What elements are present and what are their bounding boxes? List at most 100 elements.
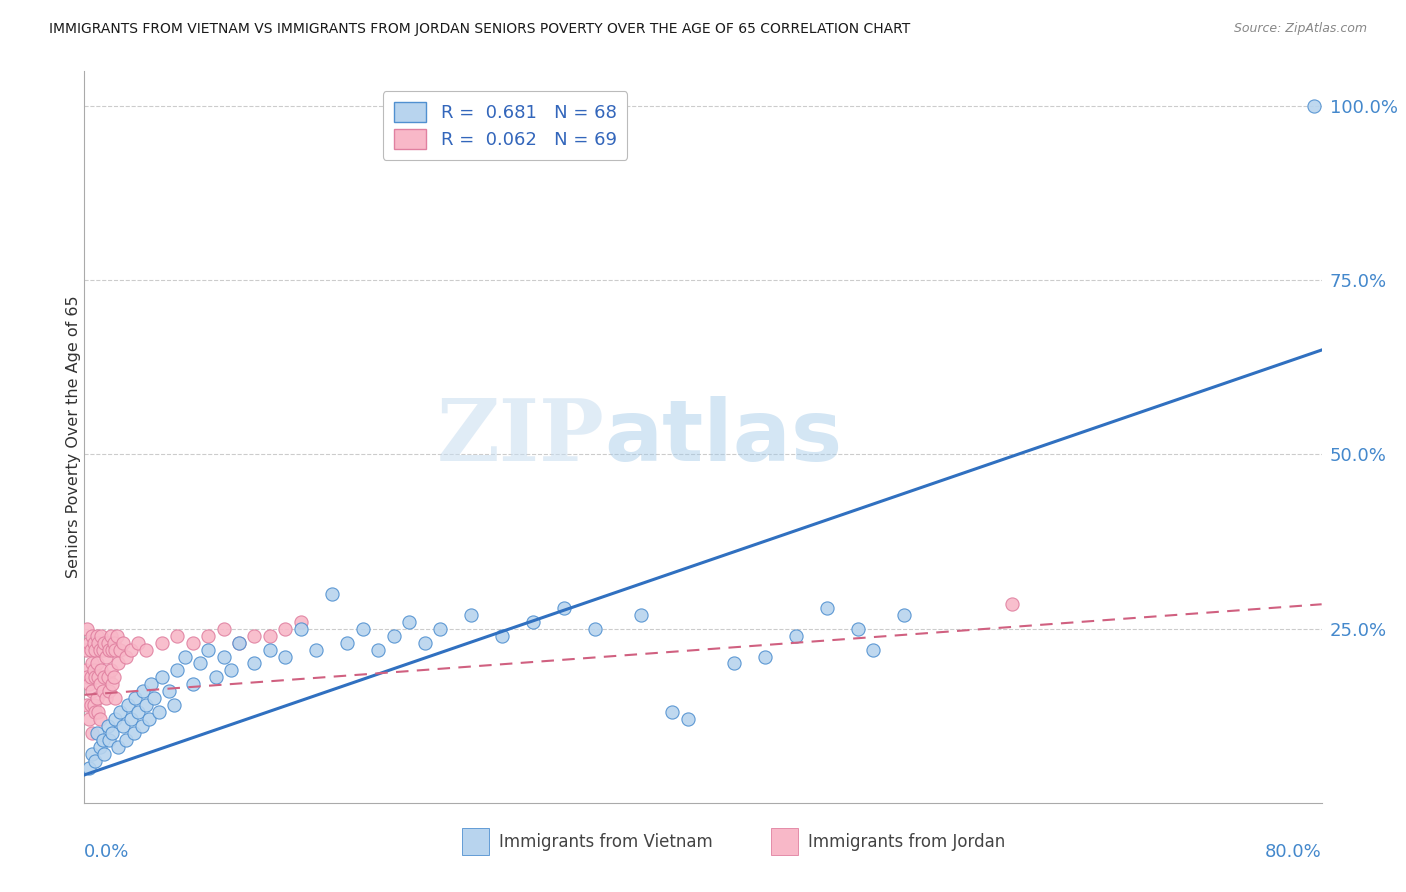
Point bbox=[148, 705, 170, 719]
Point bbox=[135, 642, 157, 657]
Point bbox=[108, 642, 131, 657]
Point bbox=[120, 712, 142, 726]
Point bbox=[93, 635, 115, 649]
Point bbox=[84, 705, 107, 719]
Point bbox=[583, 622, 606, 636]
Point bbox=[219, 664, 242, 678]
Point bbox=[76, 622, 98, 636]
Point bbox=[77, 677, 100, 691]
Point bbox=[76, 698, 98, 713]
Point bbox=[197, 642, 219, 657]
Point bbox=[93, 747, 115, 761]
Point bbox=[205, 670, 228, 684]
Point bbox=[83, 698, 105, 713]
Point bbox=[89, 712, 111, 726]
Point bbox=[115, 649, 138, 664]
Point bbox=[1001, 597, 1024, 611]
Point bbox=[723, 657, 745, 671]
Point bbox=[259, 629, 281, 643]
Point bbox=[174, 649, 197, 664]
Point bbox=[104, 642, 127, 657]
Point bbox=[100, 629, 122, 643]
Point bbox=[82, 657, 104, 671]
Point bbox=[84, 670, 107, 684]
Point bbox=[228, 635, 250, 649]
Point bbox=[212, 649, 235, 664]
Point bbox=[101, 726, 124, 740]
Point bbox=[122, 726, 145, 740]
Point bbox=[89, 642, 111, 657]
Point bbox=[91, 684, 114, 698]
Point bbox=[131, 719, 153, 733]
Point bbox=[103, 670, 125, 684]
Point bbox=[79, 642, 101, 657]
Text: atlas: atlas bbox=[605, 395, 842, 479]
Point bbox=[259, 642, 281, 657]
Point bbox=[112, 719, 135, 733]
Point bbox=[815, 600, 838, 615]
Point bbox=[96, 670, 118, 684]
Point bbox=[104, 712, 127, 726]
Point bbox=[84, 754, 107, 768]
Point bbox=[87, 635, 110, 649]
Text: 0.0%: 0.0% bbox=[84, 843, 129, 861]
Point bbox=[82, 726, 104, 740]
Point bbox=[181, 635, 204, 649]
Point bbox=[398, 615, 420, 629]
Point bbox=[429, 622, 451, 636]
Point bbox=[846, 622, 869, 636]
Point bbox=[367, 642, 389, 657]
Point bbox=[89, 740, 111, 755]
Point bbox=[305, 642, 328, 657]
Text: Source: ZipAtlas.com: Source: ZipAtlas.com bbox=[1233, 22, 1367, 36]
Point bbox=[197, 629, 219, 643]
Point bbox=[107, 657, 129, 671]
Point bbox=[86, 726, 108, 740]
Point bbox=[86, 629, 108, 643]
Point bbox=[163, 698, 186, 713]
Text: ZIP: ZIP bbox=[436, 395, 605, 479]
Point bbox=[127, 635, 149, 649]
Point bbox=[321, 587, 343, 601]
Legend: R =  0.681   N = 68, R =  0.062   N = 69: R = 0.681 N = 68, R = 0.062 N = 69 bbox=[382, 91, 627, 160]
Point bbox=[83, 664, 105, 678]
Point bbox=[676, 712, 699, 726]
Point bbox=[290, 622, 312, 636]
Text: 80.0%: 80.0% bbox=[1265, 843, 1322, 861]
Y-axis label: Seniors Poverty Over the Age of 65: Seniors Poverty Over the Age of 65 bbox=[66, 296, 80, 578]
Point bbox=[90, 664, 112, 678]
Point bbox=[83, 635, 105, 649]
Point bbox=[112, 635, 135, 649]
Point bbox=[76, 670, 98, 684]
Point bbox=[94, 691, 117, 706]
Point bbox=[413, 635, 436, 649]
Point bbox=[77, 712, 100, 726]
Point bbox=[75, 664, 97, 678]
Point bbox=[150, 670, 173, 684]
Point bbox=[101, 677, 124, 691]
Point bbox=[661, 705, 683, 719]
Point bbox=[87, 670, 110, 684]
Point bbox=[77, 635, 100, 649]
Point bbox=[212, 622, 235, 636]
Point bbox=[893, 607, 915, 622]
Point bbox=[90, 629, 112, 643]
Point bbox=[143, 691, 166, 706]
Point bbox=[79, 698, 101, 713]
Point bbox=[243, 657, 266, 671]
Point bbox=[104, 691, 127, 706]
Point bbox=[754, 649, 776, 664]
Point bbox=[135, 698, 157, 713]
Point bbox=[84, 642, 107, 657]
Point bbox=[117, 698, 139, 713]
Point bbox=[862, 642, 884, 657]
Point bbox=[91, 733, 114, 747]
Bar bbox=[461, 828, 489, 855]
Point bbox=[79, 670, 101, 684]
Point bbox=[1302, 99, 1324, 113]
Point bbox=[127, 705, 149, 719]
Bar bbox=[770, 828, 799, 855]
Point bbox=[96, 719, 118, 733]
Point bbox=[138, 712, 160, 726]
Point bbox=[352, 622, 374, 636]
